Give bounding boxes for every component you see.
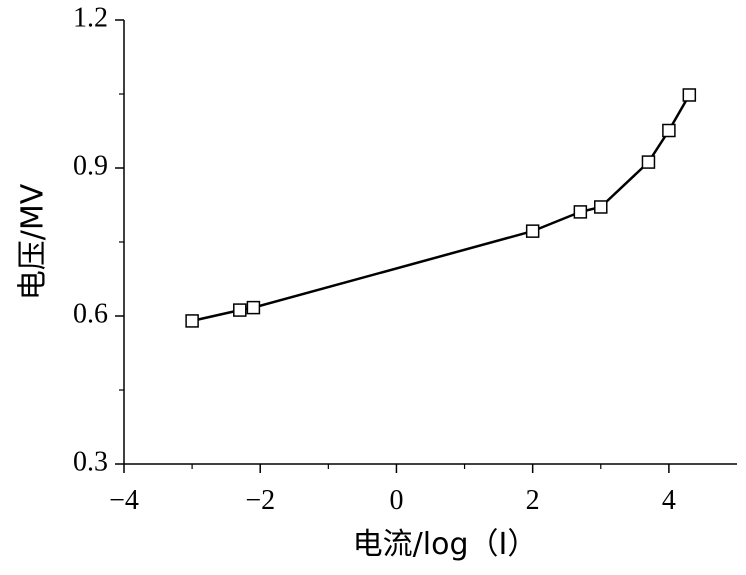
- data-point: [682, 88, 697, 102]
- x-tick-label: 2: [526, 485, 540, 516]
- data-point: [185, 314, 199, 328]
- y-tick-label: 1.2: [73, 2, 108, 33]
- data-point: [573, 205, 588, 219]
- axes: −4 −2 0 2 4 0.3 0.6 0.9 1.2: [73, 2, 737, 516]
- y-tick-label: 0.3: [73, 446, 108, 477]
- data-point: [525, 224, 540, 238]
- series-group: [185, 88, 697, 328]
- data-point: [594, 200, 608, 214]
- data-point: [246, 300, 261, 315]
- series-line: [191, 94, 691, 323]
- data-point: [662, 123, 676, 138]
- x-tick-label: −4: [109, 485, 139, 516]
- data-point: [233, 303, 247, 317]
- y-tick-label: 0.9: [73, 150, 108, 181]
- x-tick-label: 0: [389, 485, 403, 516]
- x-tick-label: 4: [662, 485, 676, 516]
- x-tick-label: −2: [245, 485, 275, 516]
- y-axis-title: 电压/MV: [16, 183, 51, 300]
- data-point: [641, 155, 656, 169]
- x-axis-title: 电流/log（I）: [353, 527, 538, 562]
- y-tick-label: 0.6: [73, 298, 108, 329]
